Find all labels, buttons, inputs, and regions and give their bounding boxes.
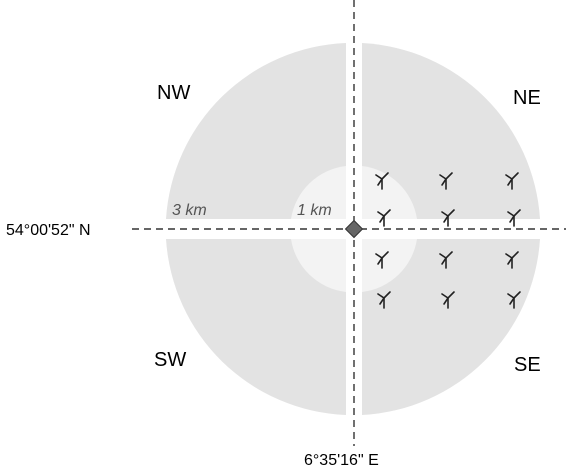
- inner-sector-ne: [362, 166, 417, 219]
- quadrant-label-ne: NE: [513, 87, 541, 109]
- quadrant-label-sw: SW: [154, 349, 186, 371]
- wind-turbine-icon: [507, 291, 521, 309]
- wind-turbine-icon: [375, 251, 389, 269]
- wind-turbine-icon: [439, 251, 453, 269]
- wind-turbine-icon: [505, 251, 519, 269]
- sector-se: [362, 239, 540, 415]
- inner-sector-sw: [291, 239, 346, 292]
- wind-turbine-icon: [505, 172, 519, 190]
- sector-ne: [362, 43, 540, 219]
- wind-turbine-icon: [377, 209, 391, 227]
- wind-turbine-icon: [441, 209, 455, 227]
- longitude-label: 6°35'16" E: [304, 452, 379, 469]
- inner-radius-label: 1 km: [297, 202, 332, 219]
- outer-radius-label: 3 km: [172, 202, 207, 219]
- inner-sector-nw: [291, 166, 346, 219]
- outer-zone: [166, 43, 540, 415]
- turbine-array: [375, 172, 521, 309]
- wind-turbine-icon: [507, 209, 521, 227]
- wind-turbine-icon: [439, 172, 453, 190]
- inner-zone: [291, 166, 417, 292]
- sector-nw: [166, 43, 346, 219]
- inner-sector-se: [362, 239, 417, 292]
- wind-turbine-icon: [441, 291, 455, 309]
- wind-turbine-icon: [377, 291, 391, 309]
- sector-sw: [166, 239, 346, 415]
- center-point-marker: [344, 219, 364, 239]
- quadrant-label-nw: NW: [157, 82, 190, 104]
- latitude-label: 54°00'52" N: [6, 222, 91, 239]
- wind-turbine-icon: [375, 172, 389, 190]
- quadrant-label-se: SE: [514, 354, 541, 376]
